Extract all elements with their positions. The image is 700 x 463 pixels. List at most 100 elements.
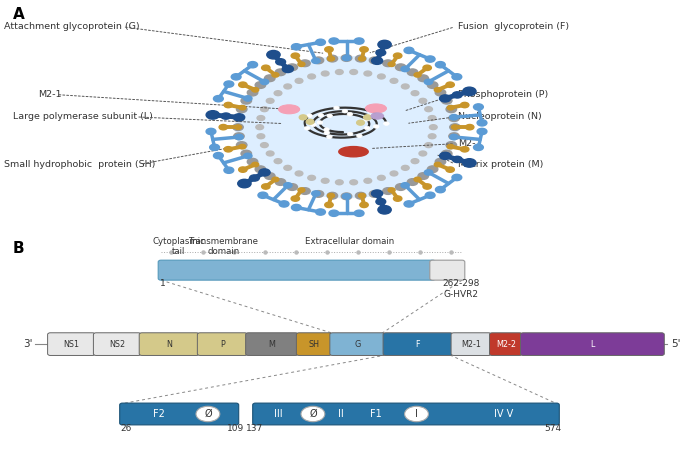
Circle shape: [347, 113, 353, 116]
Circle shape: [298, 188, 305, 192]
Circle shape: [275, 69, 286, 75]
Circle shape: [291, 44, 301, 50]
Circle shape: [325, 202, 333, 207]
Text: NS1: NS1: [64, 340, 79, 349]
Text: N: N: [166, 340, 172, 349]
Circle shape: [425, 143, 433, 148]
Circle shape: [378, 40, 391, 49]
Circle shape: [404, 47, 414, 54]
Circle shape: [321, 178, 329, 183]
Circle shape: [440, 95, 451, 102]
Circle shape: [368, 109, 373, 113]
Circle shape: [221, 113, 231, 119]
Circle shape: [219, 125, 228, 130]
Circle shape: [304, 126, 310, 130]
Circle shape: [373, 125, 379, 128]
Text: G: G: [354, 340, 360, 349]
Circle shape: [356, 55, 366, 62]
FancyBboxPatch shape: [451, 333, 491, 356]
Circle shape: [419, 151, 427, 156]
Circle shape: [411, 91, 419, 96]
Text: M2-1: M2-1: [38, 90, 62, 99]
Circle shape: [312, 191, 320, 196]
Circle shape: [272, 73, 279, 77]
Circle shape: [298, 62, 305, 67]
Circle shape: [342, 109, 348, 113]
Circle shape: [300, 60, 310, 67]
Circle shape: [300, 115, 307, 120]
Circle shape: [390, 78, 398, 83]
Circle shape: [311, 123, 316, 126]
Circle shape: [334, 106, 340, 110]
Circle shape: [329, 210, 339, 216]
Circle shape: [239, 106, 246, 110]
Text: 137: 137: [246, 424, 262, 433]
Text: II: II: [338, 409, 344, 419]
Circle shape: [307, 114, 312, 118]
Text: F: F: [416, 340, 420, 349]
Circle shape: [390, 171, 398, 176]
Circle shape: [206, 111, 219, 119]
FancyBboxPatch shape: [139, 333, 199, 356]
FancyBboxPatch shape: [330, 333, 385, 356]
Circle shape: [267, 50, 280, 59]
Circle shape: [238, 179, 251, 188]
FancyBboxPatch shape: [93, 333, 141, 356]
Circle shape: [300, 188, 310, 194]
Circle shape: [260, 143, 268, 148]
Circle shape: [395, 184, 406, 190]
Circle shape: [287, 184, 298, 190]
Circle shape: [449, 134, 458, 140]
Circle shape: [427, 166, 438, 173]
Circle shape: [425, 107, 433, 112]
Circle shape: [234, 114, 245, 121]
Ellipse shape: [405, 407, 428, 422]
Circle shape: [435, 89, 446, 96]
Circle shape: [428, 116, 436, 120]
Circle shape: [377, 74, 385, 79]
Circle shape: [452, 74, 462, 80]
Circle shape: [376, 50, 386, 56]
Circle shape: [440, 152, 451, 159]
Circle shape: [321, 71, 329, 76]
FancyBboxPatch shape: [430, 260, 465, 280]
Circle shape: [370, 191, 380, 197]
Circle shape: [275, 179, 286, 185]
Circle shape: [342, 55, 351, 61]
Text: M2-2: M2-2: [496, 340, 516, 349]
Circle shape: [452, 92, 462, 98]
Circle shape: [364, 118, 370, 121]
Circle shape: [477, 128, 487, 135]
Circle shape: [224, 147, 232, 152]
Circle shape: [401, 165, 409, 170]
Text: P: P: [220, 340, 225, 349]
Circle shape: [206, 128, 216, 135]
Circle shape: [214, 95, 223, 102]
Circle shape: [395, 64, 406, 71]
Text: F1: F1: [370, 409, 382, 419]
Circle shape: [372, 190, 383, 197]
Circle shape: [452, 175, 462, 181]
Circle shape: [466, 125, 474, 130]
Circle shape: [241, 150, 251, 157]
Circle shape: [452, 125, 458, 129]
Circle shape: [407, 179, 418, 185]
Circle shape: [342, 55, 351, 61]
Circle shape: [257, 134, 265, 139]
Circle shape: [287, 64, 298, 71]
Circle shape: [473, 104, 483, 110]
Circle shape: [249, 175, 259, 181]
Circle shape: [342, 193, 351, 200]
Circle shape: [237, 106, 247, 113]
Circle shape: [262, 65, 270, 70]
Circle shape: [329, 38, 339, 44]
Circle shape: [234, 115, 244, 121]
Circle shape: [260, 107, 268, 112]
Circle shape: [435, 187, 445, 193]
Circle shape: [231, 74, 241, 80]
Text: Transmembrane
domain: Transmembrane domain: [189, 237, 259, 257]
Circle shape: [423, 184, 431, 189]
Circle shape: [236, 56, 457, 198]
Circle shape: [318, 113, 323, 117]
Text: Fusion  glycoprotein (F): Fusion glycoprotein (F): [458, 22, 570, 31]
